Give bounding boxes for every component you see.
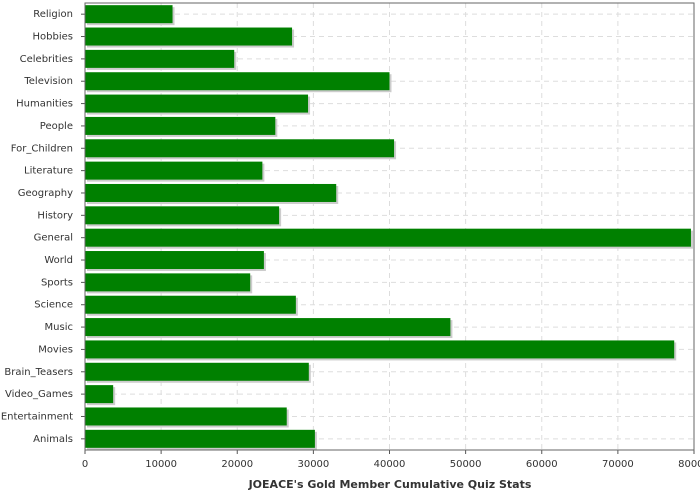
bar [85, 27, 293, 46]
y-tick-label: World [44, 255, 73, 266]
bar [85, 228, 691, 247]
y-tick-label: Hobbies [33, 32, 73, 43]
x-tick-label: 0 [82, 459, 88, 470]
x-axis-title: JOEACE's Gold Member Cumulative Quiz Sta… [248, 478, 532, 491]
y-tick-label: Literature [24, 166, 73, 177]
bar [85, 251, 264, 270]
bar [85, 183, 337, 202]
bar [85, 94, 309, 113]
y-tick-label: Geography [18, 188, 73, 199]
y-tick-label: Science [34, 300, 73, 311]
bar [85, 161, 263, 180]
y-tick-label: General [34, 233, 73, 244]
y-tick-label: Movies [38, 344, 73, 355]
bar [85, 116, 276, 135]
bar [85, 72, 390, 91]
bar [85, 139, 395, 158]
bar [85, 5, 173, 24]
y-tick-label: Sports [41, 277, 73, 288]
x-tick-label: 80000 [678, 459, 700, 470]
bar [85, 273, 251, 292]
bar [85, 429, 315, 448]
bar [85, 407, 287, 426]
y-tick-label: Brain_Teasers [4, 367, 73, 378]
x-tick-label: 30000 [297, 459, 329, 470]
y-tick-label: Entertainment [1, 411, 73, 422]
y-tick-label: Music [45, 322, 73, 333]
plot-frame [84, 2, 695, 451]
x-tick-label: 70000 [602, 459, 634, 470]
y-tick-label: Humanities [16, 99, 73, 110]
y-tick-label: Celebrities [20, 54, 73, 65]
bar [85, 385, 114, 404]
x-tick-label: 50000 [450, 459, 482, 470]
x-tick-label: 40000 [374, 459, 406, 470]
bar [85, 49, 235, 68]
bar [85, 295, 296, 314]
x-tick-label: 20000 [221, 459, 253, 470]
y-tick-label: People [40, 121, 73, 132]
y-tick-label: Religion [33, 9, 73, 20]
bar [85, 340, 675, 359]
y-tick-label: History [37, 210, 73, 221]
y-tick-label: Television [23, 76, 73, 87]
bar [85, 318, 451, 337]
y-tick-label: For_Children [11, 143, 73, 154]
bar [85, 206, 280, 225]
y-tick-label: Video_Games [5, 389, 73, 400]
y-tick-label: Animals [33, 434, 73, 445]
x-tick-label: 60000 [526, 459, 558, 470]
x-tick-label: 10000 [145, 459, 177, 470]
bar [85, 362, 309, 381]
